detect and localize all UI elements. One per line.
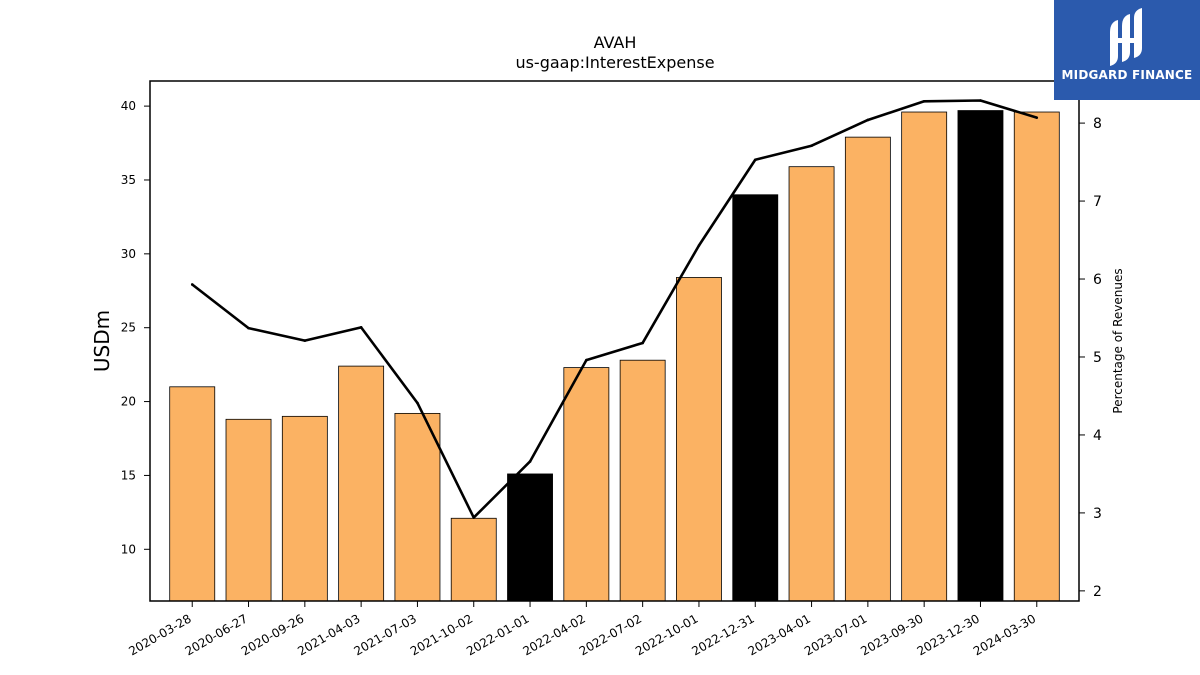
- x-tick-label-2020-03-28: 2020-03-28: [126, 611, 193, 658]
- left-tick-label-40: 40: [121, 99, 136, 113]
- bar-2020-03-28: [169, 386, 216, 602]
- x-tick-label-2023-12-30: 2023-12-30: [915, 611, 982, 658]
- x-tick-label-2020-06-27: 2020-06-27: [183, 611, 250, 658]
- left-tick-label-10: 10: [121, 542, 136, 556]
- left-tick-label-25: 25: [121, 321, 136, 335]
- line-point-2023-07-01: [866, 118, 870, 122]
- chart-subtitle: us-gaap:InterestExpense: [515, 53, 714, 72]
- right-tick-label-2: 2: [1093, 584, 1102, 600]
- x-tick-label-2021-04-03: 2021-04-03: [295, 611, 362, 658]
- line-point-2020-06-27: [247, 326, 250, 330]
- logo-text: MIDGARD FINANCE: [1061, 68, 1193, 82]
- bar-2024-03-30: [1013, 111, 1060, 602]
- plot-frame: [149, 80, 1080, 602]
- bar-2021-04-03: [338, 365, 385, 602]
- line-point-2020-09-26: [303, 339, 307, 342]
- left-axis: 10 15 20 25 30 35 40: [121, 99, 150, 556]
- line-point-2024-03-30: [1035, 116, 1039, 119]
- bar-2022-07-02: [619, 359, 666, 602]
- line-point-2022-01-01: [528, 460, 532, 463]
- line-point-2021-10-02: [472, 516, 476, 519]
- x-tick-label-2021-07-03: 2021-07-03: [352, 611, 419, 658]
- line-group: [190, 99, 1039, 519]
- line-point-2020-03-28: [190, 283, 194, 286]
- bar-2023-09-30: [901, 111, 948, 602]
- x-tick-label-2023-09-30: 2023-09-30: [858, 611, 925, 658]
- series-line: [191, 99, 1038, 519]
- bar-2023-04-01: [788, 166, 835, 602]
- right-tick-label-3: 3: [1093, 506, 1102, 522]
- bars-group: [169, 110, 1060, 602]
- right-tick-label-6: 6: [1093, 272, 1102, 288]
- right-tick-label-8: 8: [1093, 116, 1102, 132]
- right-tick-label-4: 4: [1093, 428, 1102, 444]
- bar-2023-12-30: [957, 110, 1004, 602]
- logo: MIDGARD FINANCE: [1054, 0, 1200, 100]
- line-point-2021-07-03: [416, 401, 419, 405]
- line-point-2021-04-03: [359, 326, 363, 329]
- bar-2020-06-27: [225, 418, 272, 602]
- x-tick-label-2024-03-30: 2024-03-30: [971, 611, 1038, 658]
- line-point-2023-12-30: [979, 99, 982, 102]
- left-tick-label-20: 20: [121, 395, 136, 409]
- bar-2022-12-31: [732, 194, 779, 602]
- y-axis-label-right: Percentage of Revenues: [1111, 268, 1125, 413]
- right-tick-label-7: 7: [1093, 194, 1102, 210]
- x-tick-label-2022-04-02: 2022-04-02: [520, 611, 587, 658]
- bar-2022-01-01: [507, 473, 553, 602]
- logo-mark-icon: [1110, 8, 1142, 66]
- x-tick-label-2023-04-01: 2023-04-01: [746, 611, 813, 658]
- line-point-2023-04-01: [810, 144, 813, 148]
- right-axis: 2 3 4 5 6 7 8: [1079, 116, 1102, 600]
- line-point-2023-09-30: [922, 99, 926, 103]
- x-tick-label-2022-07-02: 2022-07-02: [577, 611, 644, 658]
- line-point-2022-12-31: [753, 158, 757, 162]
- x-tick-label-2023-07-01: 2023-07-01: [802, 611, 869, 658]
- x-tick-label-2021-10-02: 2021-10-02: [408, 611, 475, 658]
- left-tick-label-15: 15: [121, 468, 136, 482]
- line-point-2022-10-01: [697, 244, 701, 247]
- chart-title: AVAH: [594, 33, 637, 52]
- bar-2022-10-01: [676, 277, 722, 602]
- y-axis-label-left: USDm: [90, 310, 114, 372]
- line-point-2022-07-02: [641, 341, 644, 345]
- x-tick-label-2022-01-01: 2022-01-01: [464, 611, 531, 658]
- bar-2023-07-01: [844, 136, 891, 602]
- line-point-2022-04-02: [585, 358, 588, 362]
- right-tick-label-5: 5: [1093, 350, 1102, 366]
- bar-2020-09-26: [281, 415, 328, 602]
- bar-2021-07-03: [394, 412, 441, 602]
- left-tick-label-30: 30: [121, 247, 136, 261]
- left-tick-label-35: 35: [121, 173, 136, 187]
- x-axis: 2020-03-282020-06-272020-09-262021-04-03…: [126, 601, 1038, 658]
- bar-2021-10-02: [450, 517, 497, 602]
- x-tick-label-2022-10-01: 2022-10-01: [633, 611, 700, 658]
- bar-2022-04-02: [563, 367, 610, 602]
- x-tick-label-2022-12-31: 2022-12-31: [689, 611, 756, 658]
- x-tick-label-2020-09-26: 2020-09-26: [239, 611, 306, 658]
